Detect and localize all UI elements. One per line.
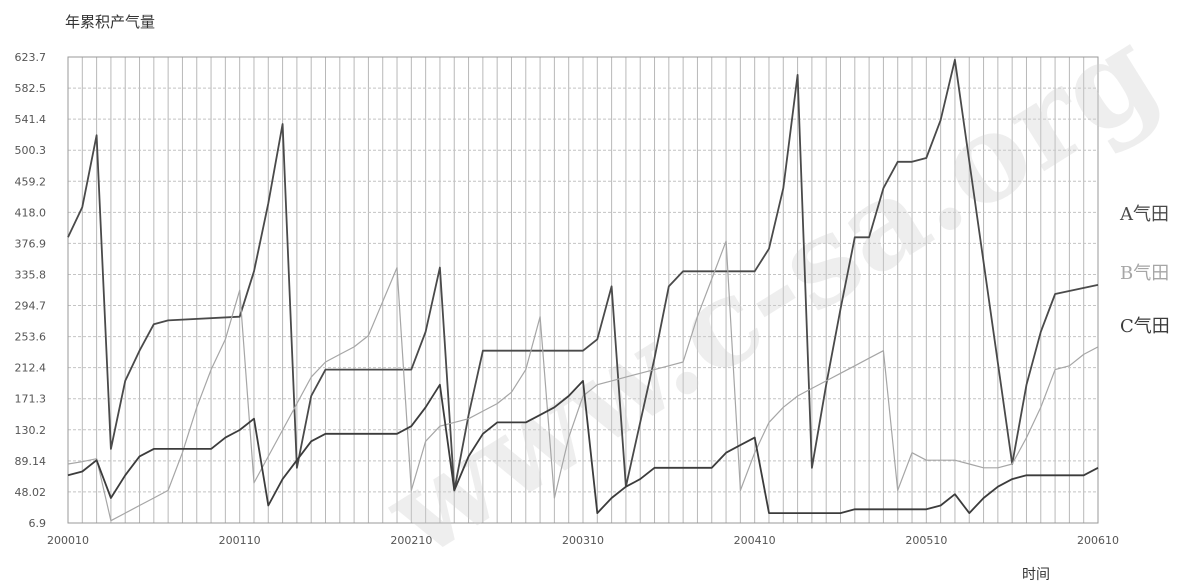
- series-line-1: [67, 58, 1099, 492]
- series-line-3: [67, 379, 1099, 514]
- x-axis-ticks: 200010 200110 200210 200310 200410 200510 2006…: [47, 534, 1119, 547]
- series-lines: [67, 58, 1099, 522]
- x-tick-label: 200110: [219, 534, 261, 547]
- y-tick-label: 212.4: [15, 362, 47, 375]
- y-tick-label: 376.9: [15, 237, 47, 250]
- legend-item-1: A气田: [1119, 204, 1169, 225]
- y-tick-label: 171.3: [15, 393, 47, 406]
- y-tick-label: 623.7: [15, 51, 47, 64]
- plot-frame: [67, 56, 1099, 524]
- legend-item-3: C气田: [1120, 316, 1170, 337]
- y-tick-label: 89.14: [15, 455, 47, 468]
- y-tick-label: 541.4: [15, 113, 47, 126]
- legend: A气田 B气田 C气田: [1119, 204, 1170, 337]
- x-tick-label: 200010: [47, 534, 89, 547]
- legend-item-2: B气田: [1120, 263, 1169, 284]
- x-axis-title: 时间: [1022, 567, 1050, 583]
- y-tick-label: 130.2: [15, 424, 47, 437]
- y-tick-label: 418.0: [15, 206, 47, 219]
- y-tick-label: 459.2: [15, 175, 47, 188]
- x-tick-label: 200210: [390, 534, 432, 547]
- y-tick-label: 335.8: [15, 268, 47, 281]
- chart-title: 年累积产气量: [65, 13, 155, 31]
- y-tick-label: 253.6: [15, 331, 47, 344]
- y-tick-label: 294.7: [15, 300, 47, 313]
- y-axis-ticks: 623.7 582.5 541.4 500.3 459.2 418.0 376.9 335.8…: [15, 51, 47, 530]
- y-tick-label: 48.02: [15, 486, 47, 499]
- x-tick-label: 200310: [562, 534, 604, 547]
- x-tick-label: 200610: [1077, 534, 1119, 547]
- y-tick-label: 500.3: [15, 144, 47, 157]
- x-tick-label: 200410: [734, 534, 776, 547]
- x-tick-label: 200510: [905, 534, 947, 547]
- y-tick-label: 6.9: [29, 517, 47, 530]
- y-tick-label: 582.5: [15, 82, 47, 95]
- series-line-2: [67, 240, 1099, 522]
